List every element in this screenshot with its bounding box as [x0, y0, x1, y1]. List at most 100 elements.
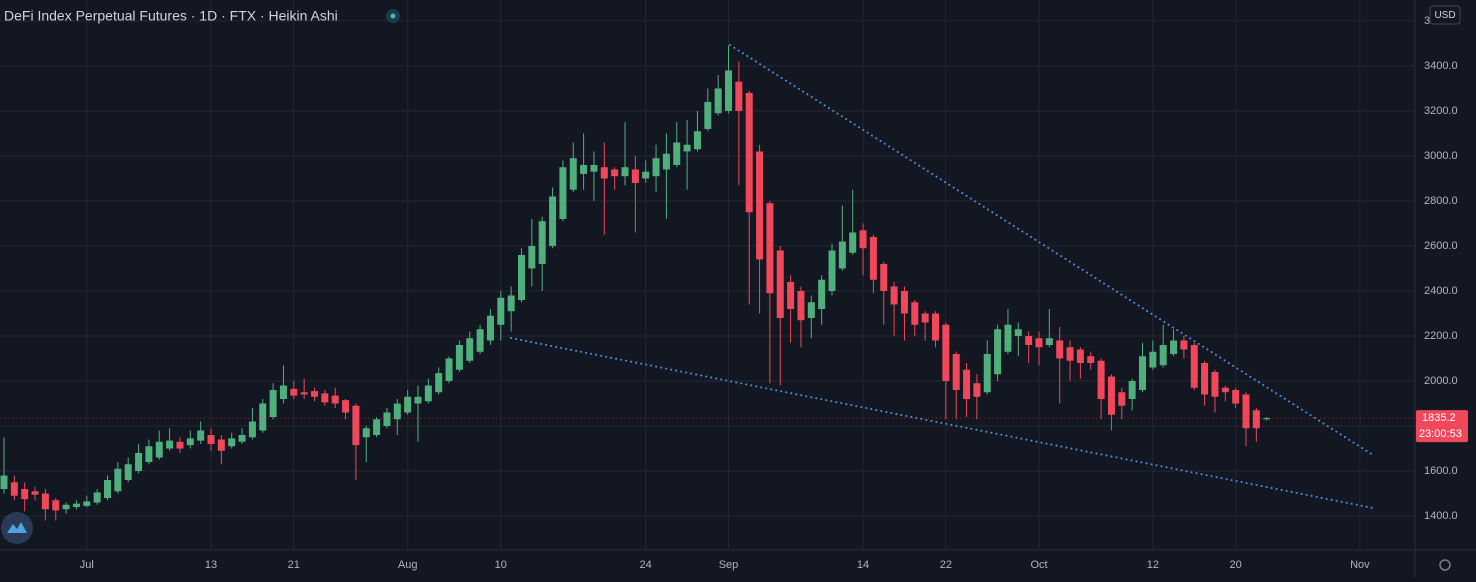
- candle-body: [621, 167, 629, 177]
- candle-body: [756, 151, 764, 260]
- candle-body: [41, 493, 49, 510]
- candle-body: [373, 419, 381, 436]
- candle-body: [311, 391, 318, 397]
- candle-body: [393, 403, 401, 420]
- candle-body: [828, 250, 836, 291]
- candle-body: [559, 167, 567, 219]
- candle-body: [352, 405, 360, 446]
- candle-body: [331, 395, 339, 404]
- candle-body: [683, 144, 691, 152]
- candle-body: [1221, 387, 1229, 393]
- candle-body: [507, 295, 515, 312]
- y-tick-label: 2000.0: [1424, 375, 1458, 387]
- logo-mark: [7, 522, 27, 533]
- candle-body: [124, 464, 132, 481]
- candle-body: [476, 329, 484, 352]
- y-tick-label: 2400.0: [1424, 285, 1458, 297]
- candle-body: [166, 440, 174, 449]
- candle-body: [445, 358, 453, 381]
- candle-body: [383, 412, 391, 427]
- x-tick-label: 21: [288, 559, 300, 571]
- candle-body: [62, 504, 70, 510]
- candle-body: [963, 369, 971, 399]
- candle-body: [942, 324, 950, 381]
- x-tick-label: Jul: [80, 559, 94, 571]
- candle-body: [228, 438, 236, 447]
- candle-body: [807, 302, 815, 318]
- candle-body: [1035, 338, 1043, 348]
- candles: [0, 45, 1271, 521]
- candle-body: [797, 290, 805, 321]
- candle-body: [890, 286, 898, 305]
- currency-box[interactable]: [1429, 5, 1461, 25]
- candle-body: [1263, 418, 1271, 420]
- candle-body: [725, 70, 732, 111]
- candle-body: [300, 392, 308, 395]
- candle-body: [186, 438, 194, 446]
- candle-body: [0, 475, 8, 490]
- candle-body: [1139, 356, 1146, 390]
- candle-body: [269, 389, 277, 418]
- y-tick-label: 2600.0: [1424, 240, 1458, 252]
- candle-body: [1118, 392, 1126, 406]
- candle-body: [1107, 376, 1115, 415]
- logo[interactable]: [1, 512, 33, 544]
- currency-label[interactable]: USD: [1434, 10, 1455, 21]
- candle-body: [1025, 335, 1033, 345]
- candle-body: [135, 453, 143, 472]
- candle-body: [279, 385, 287, 399]
- candle-body: [549, 196, 557, 246]
- candle-body: [93, 492, 101, 503]
- candle-body: [776, 250, 784, 318]
- candle-body: [787, 281, 795, 309]
- candle-body: [1128, 380, 1136, 399]
- x-tick-label: 12: [1147, 559, 1159, 571]
- candle-body: [1004, 324, 1012, 352]
- candle-body: [528, 245, 536, 269]
- candle-body: [569, 158, 577, 190]
- candle-body: [932, 313, 939, 341]
- candle-body: [72, 503, 80, 508]
- y-tick-label: 2200.0: [1424, 330, 1458, 342]
- candle-body: [994, 329, 1002, 375]
- candle-body: [1066, 347, 1074, 361]
- candle-body: [486, 315, 494, 341]
- candle-body: [342, 400, 350, 413]
- candle-body: [10, 482, 18, 496]
- candle-body: [1242, 394, 1250, 429]
- candle-body: [207, 435, 215, 445]
- candle-body: [52, 500, 60, 511]
- candle-body: [600, 167, 608, 179]
- candle-body: [1087, 356, 1095, 363]
- candle-body: [838, 241, 846, 269]
- candle-body: [455, 344, 463, 370]
- candle-body: [114, 468, 122, 492]
- candle-body: [1190, 344, 1198, 388]
- candle-body: [662, 153, 670, 170]
- candle-body: [1014, 329, 1022, 336]
- x-tick-label: Oct: [1030, 559, 1047, 571]
- candle-body: [735, 81, 743, 111]
- candle-body: [859, 230, 867, 249]
- candle-body: [466, 338, 474, 361]
- candle-body: [1149, 351, 1157, 368]
- candle-body: [176, 441, 184, 449]
- candle-body: [414, 396, 422, 404]
- candle-body: [238, 435, 246, 442]
- settings-icon[interactable]: [1439, 559, 1451, 571]
- candle-body: [590, 164, 598, 172]
- candle-body: [818, 279, 826, 309]
- last-price-box: [1416, 410, 1468, 443]
- candle-body: [1097, 360, 1105, 399]
- candle-body: [652, 158, 660, 177]
- y-tick-label: 1400.0: [1424, 510, 1458, 522]
- candle-body: [1170, 340, 1178, 354]
- candle-body: [1045, 338, 1053, 345]
- candle-body: [973, 383, 981, 397]
- candle-body: [642, 171, 650, 179]
- status-icon-dot: [390, 13, 396, 19]
- candle-body: [248, 421, 256, 438]
- candle-body: [538, 221, 546, 264]
- candle-body: [580, 164, 588, 174]
- candle-body: [104, 480, 111, 499]
